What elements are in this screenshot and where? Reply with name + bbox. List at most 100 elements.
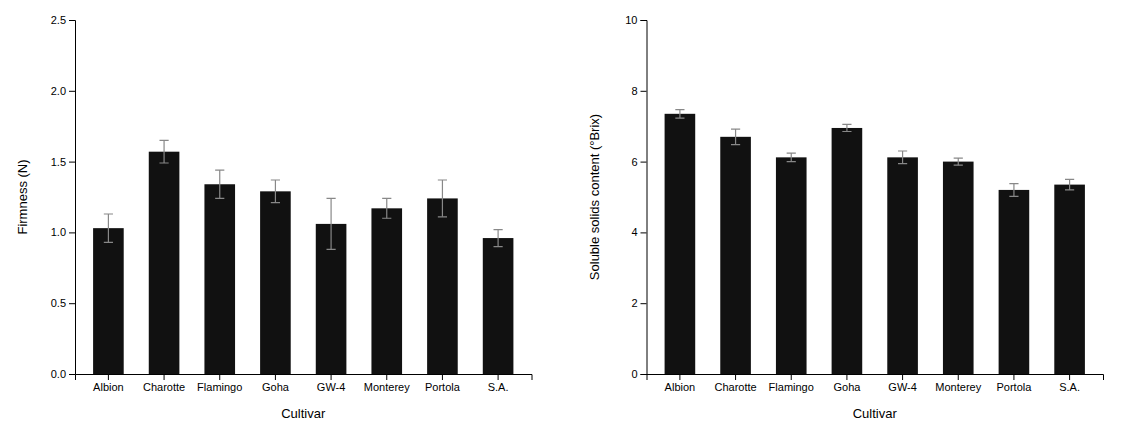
tick-mark [108, 374, 109, 380]
x-tick: Charotte [714, 374, 756, 393]
tick-mark [846, 374, 847, 380]
bar [93, 228, 124, 374]
error-bar-cap [954, 157, 963, 158]
tick-label: Monterey [364, 381, 410, 393]
tick-label: 6 [631, 156, 637, 168]
error-bar [1065, 179, 1074, 190]
error-bar-cap [438, 216, 447, 217]
tick-mark [791, 374, 792, 380]
y-tick: 2 [631, 297, 646, 309]
y-tick: 4 [631, 226, 646, 238]
y-tick: 8 [631, 85, 646, 97]
tick-mark [641, 303, 647, 304]
y-tick: 1.5 [51, 156, 75, 168]
error-bar-stem [1013, 184, 1014, 197]
error-bar-cap [842, 124, 851, 125]
error-bar-stem [846, 124, 847, 131]
x-tick: GW-4 [888, 374, 917, 393]
error-bar-cap [159, 140, 168, 141]
tick-mark [641, 91, 647, 92]
y-axis-title: Soluble solids content (°Brix) [587, 114, 602, 280]
tick-mark [679, 374, 680, 380]
y-tick: 0.5 [51, 297, 75, 309]
error-bar-cap [1009, 183, 1018, 184]
x-tick: Portola [996, 374, 1032, 393]
tick-label: Flamingo [769, 381, 814, 393]
y-tick: 0 [631, 368, 646, 380]
tick-mark [1013, 374, 1014, 380]
bar [427, 198, 458, 374]
error-bar [382, 198, 391, 218]
error-bar [215, 170, 224, 198]
bar [887, 157, 918, 374]
tick-mark [219, 374, 220, 380]
tick-mark [442, 374, 443, 380]
tick-label: GW-4 [888, 381, 917, 393]
tick-mark [641, 374, 647, 375]
x-tick: S.A. [1059, 374, 1080, 393]
tick-mark [1069, 374, 1070, 380]
tick-label: 0.5 [51, 297, 66, 309]
error-bar [104, 214, 113, 242]
tick-label: Albion [665, 381, 696, 393]
bar [149, 152, 180, 374]
error-bar-cap [954, 165, 963, 166]
bar [943, 162, 974, 374]
tick-mark [69, 20, 75, 21]
tick-mark [498, 374, 499, 380]
error-bar-stem [330, 198, 331, 249]
tick-mark [641, 162, 647, 163]
error-bar-stem [1069, 179, 1070, 190]
error-bar-cap [382, 218, 391, 219]
error-bar-cap [731, 128, 740, 129]
tick-mark [275, 374, 276, 380]
error-bar-cap [787, 161, 796, 162]
error-bar [675, 110, 684, 118]
tick-label: Portola [996, 381, 1032, 393]
x-tick: Charotte [143, 374, 185, 393]
bar [776, 157, 807, 374]
error-bar-cap [494, 229, 503, 230]
plot-area [665, 110, 1085, 374]
bar [999, 190, 1030, 374]
bar [204, 184, 235, 374]
error-bar [271, 180, 280, 203]
error-bar-cap [382, 198, 391, 199]
error-bar-cap [215, 169, 224, 170]
error-bar-cap [215, 198, 224, 199]
axis-line [76, 375, 533, 381]
error-bar [731, 129, 740, 145]
tick-label: S.A. [488, 381, 509, 393]
x-axis-title: Cultivar [853, 406, 898, 421]
y-tick: 1.0 [51, 226, 75, 238]
axis-line [647, 375, 1104, 381]
tick-label: Goha [833, 381, 861, 393]
x-tick: Portola [425, 374, 461, 393]
y-tick: 10 [625, 14, 646, 26]
error-bar-stem [219, 170, 220, 198]
bar [832, 128, 863, 374]
tick-mark [69, 162, 75, 163]
panel: 0.00.51.01.52.02.5AlbionCharotteFlamingo… [15, 14, 532, 421]
panel: 0246810AlbionCharotteFlamingoGohaGW-4Mon… [587, 14, 1104, 421]
error-bar [326, 198, 335, 249]
y-tick: 6 [631, 156, 646, 168]
error-bar-cap [898, 150, 907, 151]
tick-label: Portola [425, 381, 461, 393]
error-bar-cap [159, 162, 168, 163]
error-bar [438, 180, 447, 217]
bar [720, 137, 751, 374]
error-bar-stem [958, 158, 959, 165]
error-bar-cap [326, 249, 335, 250]
tick-mark [69, 91, 75, 92]
error-bar-cap [104, 213, 113, 214]
x-tick: GW-4 [317, 374, 346, 393]
x-tick: Albion [93, 374, 124, 393]
x-tick: Goha [833, 374, 861, 393]
tick-mark [331, 374, 332, 380]
error-bar-cap [731, 144, 740, 145]
tick-mark [958, 374, 959, 380]
error-bar-cap [326, 198, 335, 199]
tick-mark [69, 303, 75, 304]
tick-label: 4 [631, 226, 637, 238]
